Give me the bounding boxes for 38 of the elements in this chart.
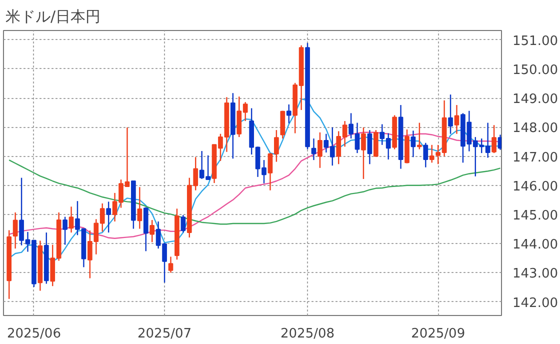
candlestick	[311, 138, 316, 161]
candlestick	[492, 124, 496, 154]
y-tick-label: 150.00	[512, 62, 558, 78]
y-tick-label: 148.00	[512, 121, 558, 136]
candlestick	[417, 122, 422, 150]
candlestick	[168, 256, 174, 274]
candlestick	[68, 206, 74, 234]
candlestick	[150, 219, 155, 243]
candlestick	[429, 144, 434, 164]
y-tick-label: 145.00	[512, 208, 558, 224]
y-tick-label: 142.00	[512, 296, 558, 311]
candlestick	[318, 132, 322, 169]
y-tick-label: 146.00	[512, 179, 558, 194]
candlestick	[367, 129, 372, 165]
candlestick	[361, 126, 366, 180]
y-tick-label: 144.00	[512, 238, 558, 253]
candlestick	[454, 104, 460, 134]
x-tick-label: 2025/07	[138, 326, 192, 342]
y-tick-label: 143.00	[512, 266, 558, 282]
x-tick-label: 2025/09	[411, 326, 466, 342]
x-tick-label: 2025/06	[6, 326, 61, 342]
candlestick	[498, 134, 502, 150]
candlestick	[448, 94, 453, 134]
chart-title: 米ドル/日本円	[6, 8, 101, 26]
candlestick	[373, 129, 378, 157]
candlestick	[280, 110, 286, 140]
candlestick	[410, 130, 416, 158]
candlestick	[286, 104, 292, 124]
candlestick	[12, 212, 18, 250]
x-tick-label: 2025/08	[280, 326, 335, 342]
candlestick	[62, 216, 68, 246]
candlestick	[423, 142, 428, 168]
candlestick	[137, 186, 142, 230]
candlestick	[106, 201, 111, 234]
y-tick-label: 147.00	[512, 150, 558, 166]
y-tick-label: 149.00	[512, 92, 558, 108]
candlestick	[180, 214, 186, 234]
y-tick-label: 151.00	[512, 34, 558, 49]
